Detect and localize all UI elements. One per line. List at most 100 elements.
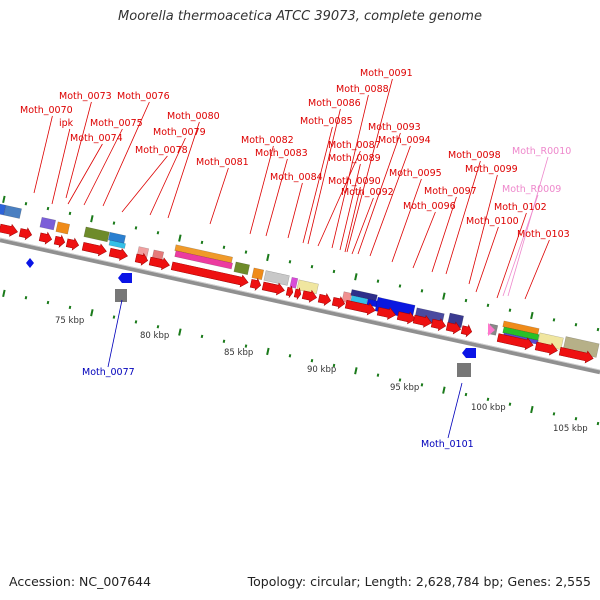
- gene-label: Moth_0091: [360, 68, 413, 79]
- lower-tick: [266, 347, 270, 356]
- forward-cds-arrow: [496, 333, 534, 351]
- upper-tick: [68, 211, 72, 216]
- gene-label: Moth_0103: [517, 229, 570, 240]
- gene-label: Moth_0084: [270, 172, 323, 183]
- upper-tick: [2, 195, 6, 203]
- forward-cds-arrow: [134, 252, 149, 266]
- feature-tile: [0, 203, 7, 216]
- gene-label: Moth_0093: [368, 122, 421, 133]
- label-connector: [475, 226, 499, 293]
- scale-label: 90 kbp: [307, 365, 336, 375]
- lower-tick: [178, 328, 182, 336]
- label-connector: [502, 194, 539, 297]
- map-title: Moorella thermoacetica ATCC 39073, compl…: [118, 9, 482, 24]
- upper-tick: [90, 215, 94, 223]
- upper-tick: [464, 298, 468, 303]
- reverse-cds-arrow: [462, 348, 476, 358]
- label-connector: [346, 78, 393, 253]
- topology-text: Topology: circular; Length: 2,628,784 bp…: [247, 574, 591, 589]
- forward-cds-arrow: [534, 341, 558, 356]
- forward-cds-arrow: [293, 287, 302, 300]
- upper-tick: [354, 273, 358, 281]
- label-connector: [209, 167, 229, 225]
- scale-label: 100 kbp: [471, 403, 506, 413]
- upper-tick: [244, 250, 248, 254]
- gene-label: Moth_0090: [328, 176, 381, 187]
- label-connector: [369, 145, 411, 257]
- label-connector: [496, 212, 527, 299]
- forward-cds-arrow: [38, 231, 53, 245]
- label-connector: [339, 163, 361, 251]
- scale-label: 85 kbp: [224, 348, 253, 358]
- forward-cds-arrow: [376, 306, 396, 320]
- lower-tick: [354, 367, 358, 375]
- upper-tick: [200, 240, 204, 245]
- lower-tick: [24, 296, 28, 300]
- label-connector: [445, 160, 481, 275]
- gene-label: Moth_0087: [328, 140, 381, 151]
- label-connector: [317, 150, 361, 247]
- scale-label: 105 kbp: [553, 424, 588, 434]
- upper-tick: [442, 292, 446, 300]
- gene-label: Moth_0079: [153, 127, 206, 138]
- lower-tick: [222, 339, 226, 343]
- gene-label: Moth_0086: [308, 98, 361, 109]
- tick-layer: [2, 195, 600, 426]
- label-connector: [67, 143, 103, 205]
- upper-tick: [266, 253, 270, 262]
- forward-cds-arrow: [148, 256, 170, 271]
- lower-tick: [200, 334, 204, 339]
- label-connector: [307, 108, 341, 245]
- label-connector: [447, 382, 463, 439]
- upper-tick: [574, 323, 578, 327]
- backbone-line: [0, 237, 600, 375]
- forward-cds-arrow: [0, 223, 18, 237]
- feature-tile: [83, 226, 110, 243]
- lower-tick: [376, 373, 380, 377]
- reverse-cds-arrow: [118, 273, 132, 283]
- forward-cds-arrow: [249, 277, 262, 291]
- label-connector: [33, 115, 53, 194]
- lower-tick: [596, 421, 600, 426]
- rna-feature: [488, 323, 495, 336]
- forward-cds-arrow: [301, 289, 318, 303]
- upper-tick: [222, 245, 226, 249]
- gene-label: ipk: [59, 118, 74, 129]
- upper-tick: [530, 311, 534, 320]
- label-connector: [121, 155, 168, 213]
- gene-label: Moth_0098: [448, 150, 501, 161]
- forward-cds-arrow: [344, 299, 376, 316]
- gene-label: Moth_0073: [59, 91, 112, 102]
- feature-tile: [55, 221, 71, 235]
- reverse-cds-box: [115, 289, 127, 302]
- upper-tick: [398, 284, 402, 288]
- forward-cds-arrow: [412, 314, 432, 328]
- lower-tick: [552, 412, 556, 416]
- scale-label: 80 kbp: [140, 331, 169, 341]
- label-connector: [431, 196, 457, 273]
- lower-tick: [574, 417, 578, 421]
- label-connector: [351, 197, 374, 255]
- gene-label: Moth_0094: [378, 135, 431, 146]
- forward-cds-arrows: [0, 223, 594, 364]
- feature-tile: [108, 239, 126, 249]
- label-connector: [65, 101, 92, 199]
- feature-tile: [289, 276, 299, 289]
- label-connector: [391, 178, 422, 263]
- feature-tile: [251, 267, 265, 281]
- forward-cds-arrow: [261, 281, 285, 296]
- lower-tick: [112, 315, 116, 319]
- gene-label: Moth_0077: [82, 367, 135, 378]
- lower-tick: [486, 397, 490, 402]
- gene-label: Moth_0092: [341, 187, 394, 198]
- gene-label: Moth_R0009: [502, 184, 561, 195]
- gene-label: Moth_R0010: [512, 146, 571, 157]
- reverse-cds-box: [457, 363, 471, 377]
- gene-label: Moth_0095: [389, 168, 442, 179]
- lower-tick: [310, 358, 314, 363]
- gene-label: Moth_0070: [20, 105, 73, 116]
- upper-tick: [420, 289, 424, 293]
- forward-cds-arrow: [285, 285, 294, 298]
- upper-tick: [332, 269, 336, 274]
- label-connector: [149, 137, 186, 216]
